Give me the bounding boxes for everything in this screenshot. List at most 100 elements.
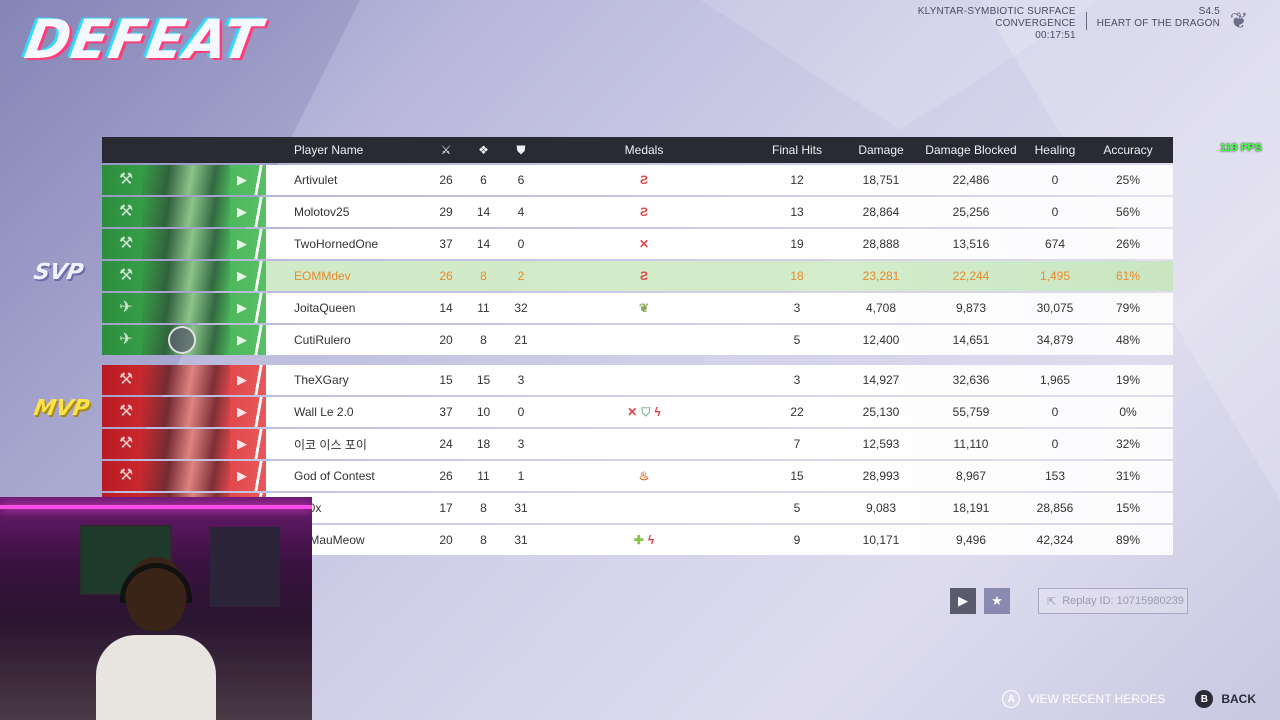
role-icon: ✈ bbox=[119, 331, 133, 348]
player-row[interactable]: ⚒ ▶ 이코 이스 포이 24 18 3 7 12,593 11,110 0 32% bbox=[102, 429, 1173, 459]
deaths: 14 bbox=[476, 205, 491, 219]
healing: 0 bbox=[1051, 173, 1059, 187]
medals bbox=[541, 493, 747, 523]
divider bbox=[252, 397, 266, 427]
player-row[interactable]: ⚒ ▶ TheXGary 15 15 3 3 14,927 32,636 1,965 19% bbox=[102, 365, 1173, 395]
divider bbox=[252, 365, 266, 395]
kills: 37 bbox=[439, 405, 453, 419]
play-replay-button[interactable]: ▶ bbox=[950, 588, 976, 614]
player-name: CutiRulero bbox=[294, 333, 351, 347]
back-button[interactable]: B BACK bbox=[1195, 690, 1256, 708]
header-damage-blocked: Damage Blocked bbox=[925, 143, 1017, 157]
accuracy: 56% bbox=[1115, 205, 1141, 219]
damage: 28,993 bbox=[862, 469, 900, 483]
accuracy: 48% bbox=[1115, 333, 1141, 347]
damage: 12,593 bbox=[862, 437, 900, 451]
final-hits: 3 bbox=[793, 373, 801, 387]
hero-portrait[interactable]: ⚒▶ bbox=[102, 429, 266, 459]
medal-icon: ϟ bbox=[647, 533, 655, 547]
damage: 28,864 bbox=[862, 205, 900, 219]
hero-portrait[interactable]: ⚒▶ bbox=[102, 229, 266, 259]
damage-blocked: 13,516 bbox=[952, 237, 990, 251]
hero-portrait[interactable]: ⚒▶ bbox=[102, 461, 266, 491]
player-row[interactable]: ⚒ ▶ Artivulet 26 6 6 Ƨ 12 18,751 22,486 0 25% bbox=[102, 165, 1173, 195]
kills: 17 bbox=[439, 501, 453, 515]
kills: 26 bbox=[439, 173, 453, 187]
b-button-icon: B bbox=[1195, 690, 1214, 708]
medal-icon: ⛉ bbox=[641, 405, 651, 419]
divider bbox=[252, 293, 266, 323]
accuracy: 89% bbox=[1115, 533, 1141, 547]
map-info: KLYNTAR-SYMBIOTIC SURFACE CONVERGENCE 00… bbox=[918, 6, 1076, 42]
healing: 1,965 bbox=[1039, 373, 1071, 387]
medal-icon: ✚ bbox=[633, 533, 644, 547]
deaths: 11 bbox=[477, 469, 490, 483]
chevron-right-icon: ▶ bbox=[237, 300, 247, 315]
damage: 12,400 bbox=[862, 333, 900, 347]
hero-art bbox=[142, 261, 230, 291]
deaths: 8 bbox=[480, 533, 487, 547]
damage: 25,130 bbox=[862, 405, 900, 419]
svp-tag: SVP bbox=[31, 260, 86, 285]
medals bbox=[541, 365, 747, 395]
role-icon: ⚒ bbox=[118, 435, 134, 452]
medal-icon: Ƨ bbox=[639, 205, 648, 219]
season-number: S4.5 bbox=[1198, 6, 1220, 17]
medals: ♨ bbox=[541, 461, 747, 491]
divider bbox=[252, 261, 266, 291]
hero-portrait[interactable]: ✈ ▶ bbox=[102, 293, 266, 323]
map-name-line1: KLYNTAR-SYMBIOTIC SURFACE bbox=[917, 6, 1076, 17]
season-info: S4.5 HEART OF THE DRAGON bbox=[1097, 6, 1220, 30]
replay-id-button[interactable]: ⇱ Replay ID: 10715980239 bbox=[1038, 588, 1188, 614]
healing: 0 bbox=[1051, 437, 1059, 451]
role-icon: ⚒ bbox=[118, 171, 134, 188]
deaths: 8 bbox=[480, 501, 487, 515]
view-recent-heroes-button[interactable]: A VIEW RECENT HEROES bbox=[1002, 690, 1165, 708]
chevron-right-icon: ▶ bbox=[237, 172, 247, 187]
header-damage: Damage bbox=[858, 143, 904, 157]
chevron-right-icon: ▶ bbox=[237, 332, 247, 347]
kills-icon: ⚔ bbox=[440, 143, 452, 157]
accuracy: 32% bbox=[1115, 437, 1141, 451]
medal-icon: Ƨ bbox=[639, 173, 648, 187]
chevron-right-icon: ▶ bbox=[237, 468, 247, 483]
streamer bbox=[96, 557, 216, 720]
medal-icon: ♨ bbox=[638, 469, 650, 483]
player-row[interactable]: ⚒ ▶ God of Contest 26 11 1 ♨ 15 28,993 8,967 153 31… bbox=[102, 461, 1173, 491]
hero-portrait[interactable]: ✈ ▶ bbox=[102, 325, 266, 355]
chevron-right-icon: ▶ bbox=[237, 372, 247, 387]
player-name: TheXGary bbox=[294, 373, 349, 387]
hero-art bbox=[142, 365, 230, 395]
healing: 0 bbox=[1051, 405, 1059, 419]
healing: 0 bbox=[1051, 205, 1059, 219]
assists: 31 bbox=[514, 533, 528, 547]
hero-portrait[interactable]: ⚒▶ bbox=[102, 365, 266, 395]
deaths: 8 bbox=[480, 333, 487, 347]
player-name: Artivulet bbox=[294, 173, 338, 187]
player-row[interactable]: ⚒ ▶ Wall Le 2.0 37 10 0 ✕ ⛉ ϟ 22 25,130 55,759 0 0% bbox=[102, 397, 1173, 427]
accuracy: 26% bbox=[1115, 237, 1141, 251]
hero-portrait[interactable]: ⚒▶ bbox=[102, 397, 266, 427]
streamer-shirt bbox=[96, 635, 216, 720]
hero-portrait[interactable]: ⚒▶ bbox=[102, 261, 266, 291]
deaths: 6 bbox=[480, 173, 487, 187]
back-label: BACK bbox=[1221, 692, 1256, 706]
favorite-button[interactable]: ★ bbox=[984, 588, 1010, 614]
player-row[interactable]: ⚒ ▶ Molotov25 29 14 4 Ƨ 13 28,864 25,256 0 56% bbox=[102, 197, 1173, 227]
hero-portrait[interactable]: ⚒▶ bbox=[102, 165, 266, 195]
assists: 1 bbox=[517, 469, 525, 483]
player-row[interactable]: ✈ ▶ CutiRulero 20 8 21 5 12,400 14,651 34,879 48% bbox=[102, 325, 1173, 355]
medal-icon: ✕ bbox=[627, 405, 638, 419]
healing: 28,856 bbox=[1036, 501, 1074, 515]
player-row[interactable]: ⚒ ▶ TwoHornedOne 37 14 0 ✕ 19 28,888 13,516 674 26% bbox=[102, 229, 1173, 259]
player-row[interactable]: ⚒ ▶ EOMMdev 26 8 2 Ƨ 18 23,281 22,244 1,495 61% bbox=[102, 261, 1173, 291]
role-icon: ⚒ bbox=[118, 403, 134, 420]
accuracy: 31% bbox=[1115, 469, 1141, 483]
kills: 26 bbox=[439, 469, 453, 483]
divider bbox=[1085, 12, 1087, 30]
accuracy: 15% bbox=[1115, 501, 1141, 515]
hero-portrait[interactable]: ⚒▶ bbox=[102, 197, 266, 227]
deaths: 15 bbox=[476, 373, 491, 387]
healing: 34,879 bbox=[1036, 333, 1074, 347]
player-row[interactable]: ✈ ▶ JoitaQueen 14 11 32 ❦ 3 4,708 9,873 30,075 79% bbox=[102, 293, 1173, 323]
